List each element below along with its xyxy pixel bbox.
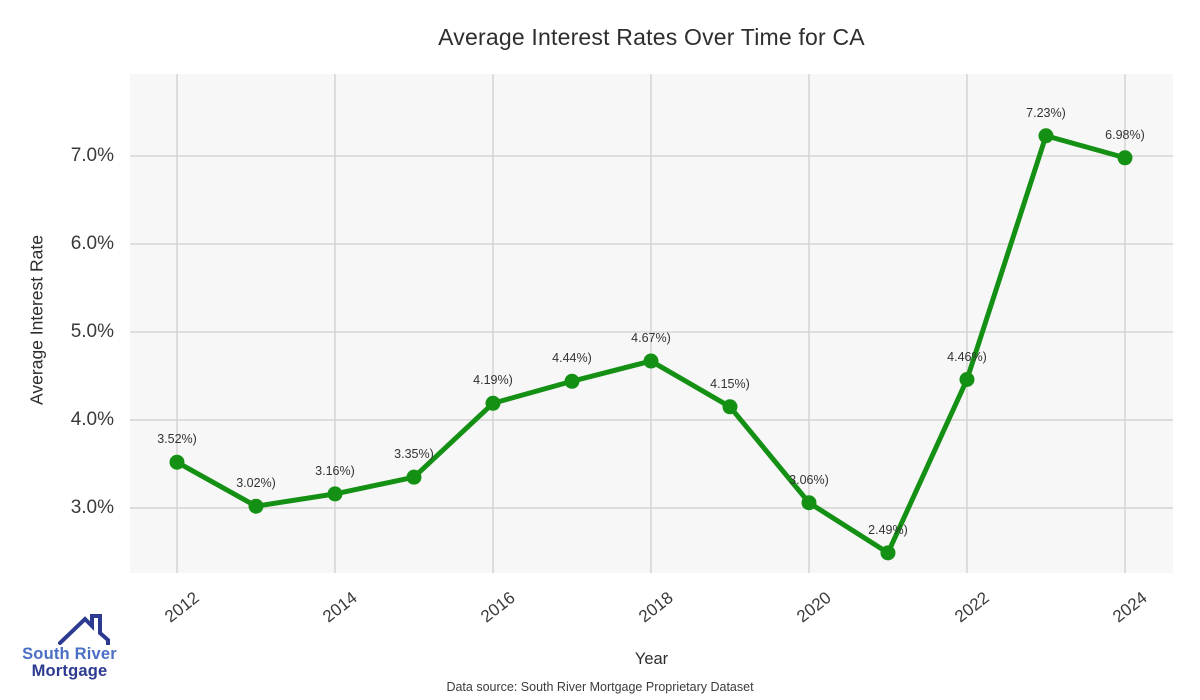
data-point-marker <box>959 372 975 388</box>
y-tick-label: 5.0% <box>70 320 114 342</box>
data-point-marker <box>801 495 817 511</box>
x-tick-label: 2024 <box>1109 588 1151 627</box>
data-point-label: 4.19%) <box>473 373 513 388</box>
data-source-note: Data source: South River Mortgage Propri… <box>446 680 754 694</box>
logo-text-mortgage: Mortgage <box>31 662 108 680</box>
data-point-label: 7.23%) <box>1026 105 1066 120</box>
y-tick-label: 7.0% <box>70 145 114 166</box>
plot-area: 3.52%) 3.02%) 3.16%) 3.35%) 4.19%) 4.44%) 4.67… <box>130 74 1173 573</box>
x-tick-label: 2022 <box>951 588 993 627</box>
data-point-label: 3.02%) <box>236 476 276 491</box>
x-tick-label: 2016 <box>477 588 519 627</box>
x-tick-label: 2018 <box>635 588 677 627</box>
data-point-marker <box>643 353 659 369</box>
logo-text-south-river: South River <box>22 645 117 663</box>
data-point-marker <box>327 486 343 502</box>
x-tick-label: 2020 <box>793 588 835 627</box>
data-point-marker <box>406 469 422 485</box>
data-point-label: 2.49%) <box>868 522 908 537</box>
data-point-marker <box>169 454 185 470</box>
y-tick-label: 4.0% <box>70 408 114 430</box>
x-tick-label: 2014 <box>319 588 361 627</box>
data-point-label: 4.15%) <box>710 376 750 391</box>
data-point-label: 3.16%) <box>315 463 355 478</box>
data-point-marker <box>1117 150 1133 166</box>
data-point-label: 4.46%) <box>947 349 987 364</box>
data-point-marker <box>1038 128 1054 144</box>
y-tick-label: 3.0% <box>70 496 114 518</box>
y-tick-label: 6.0% <box>70 232 114 254</box>
data-point-label: 3.06%) <box>789 472 829 487</box>
data-point-marker <box>722 399 738 415</box>
data-point-marker <box>564 373 580 389</box>
south-river-mortgage-logo: South River Mortgage <box>22 612 117 680</box>
data-point-label: 6.98%) <box>1105 127 1145 142</box>
data-point-label: 3.35%) <box>394 447 434 462</box>
data-point-label: 3.52%) <box>157 432 197 447</box>
chart-title: Average Interest Rates Over Time for CA <box>438 24 865 50</box>
data-point-marker <box>248 498 264 514</box>
data-point-label: 4.44%) <box>552 351 592 366</box>
x-axis-label: Year <box>634 650 669 668</box>
line-chart-canvas <box>130 74 1173 573</box>
data-point-marker <box>880 545 896 561</box>
house-roof-icon <box>58 614 110 645</box>
x-tick-label: 2012 <box>161 588 203 627</box>
data-point-label: 4.67%) <box>631 331 671 346</box>
data-point-marker <box>485 395 501 411</box>
